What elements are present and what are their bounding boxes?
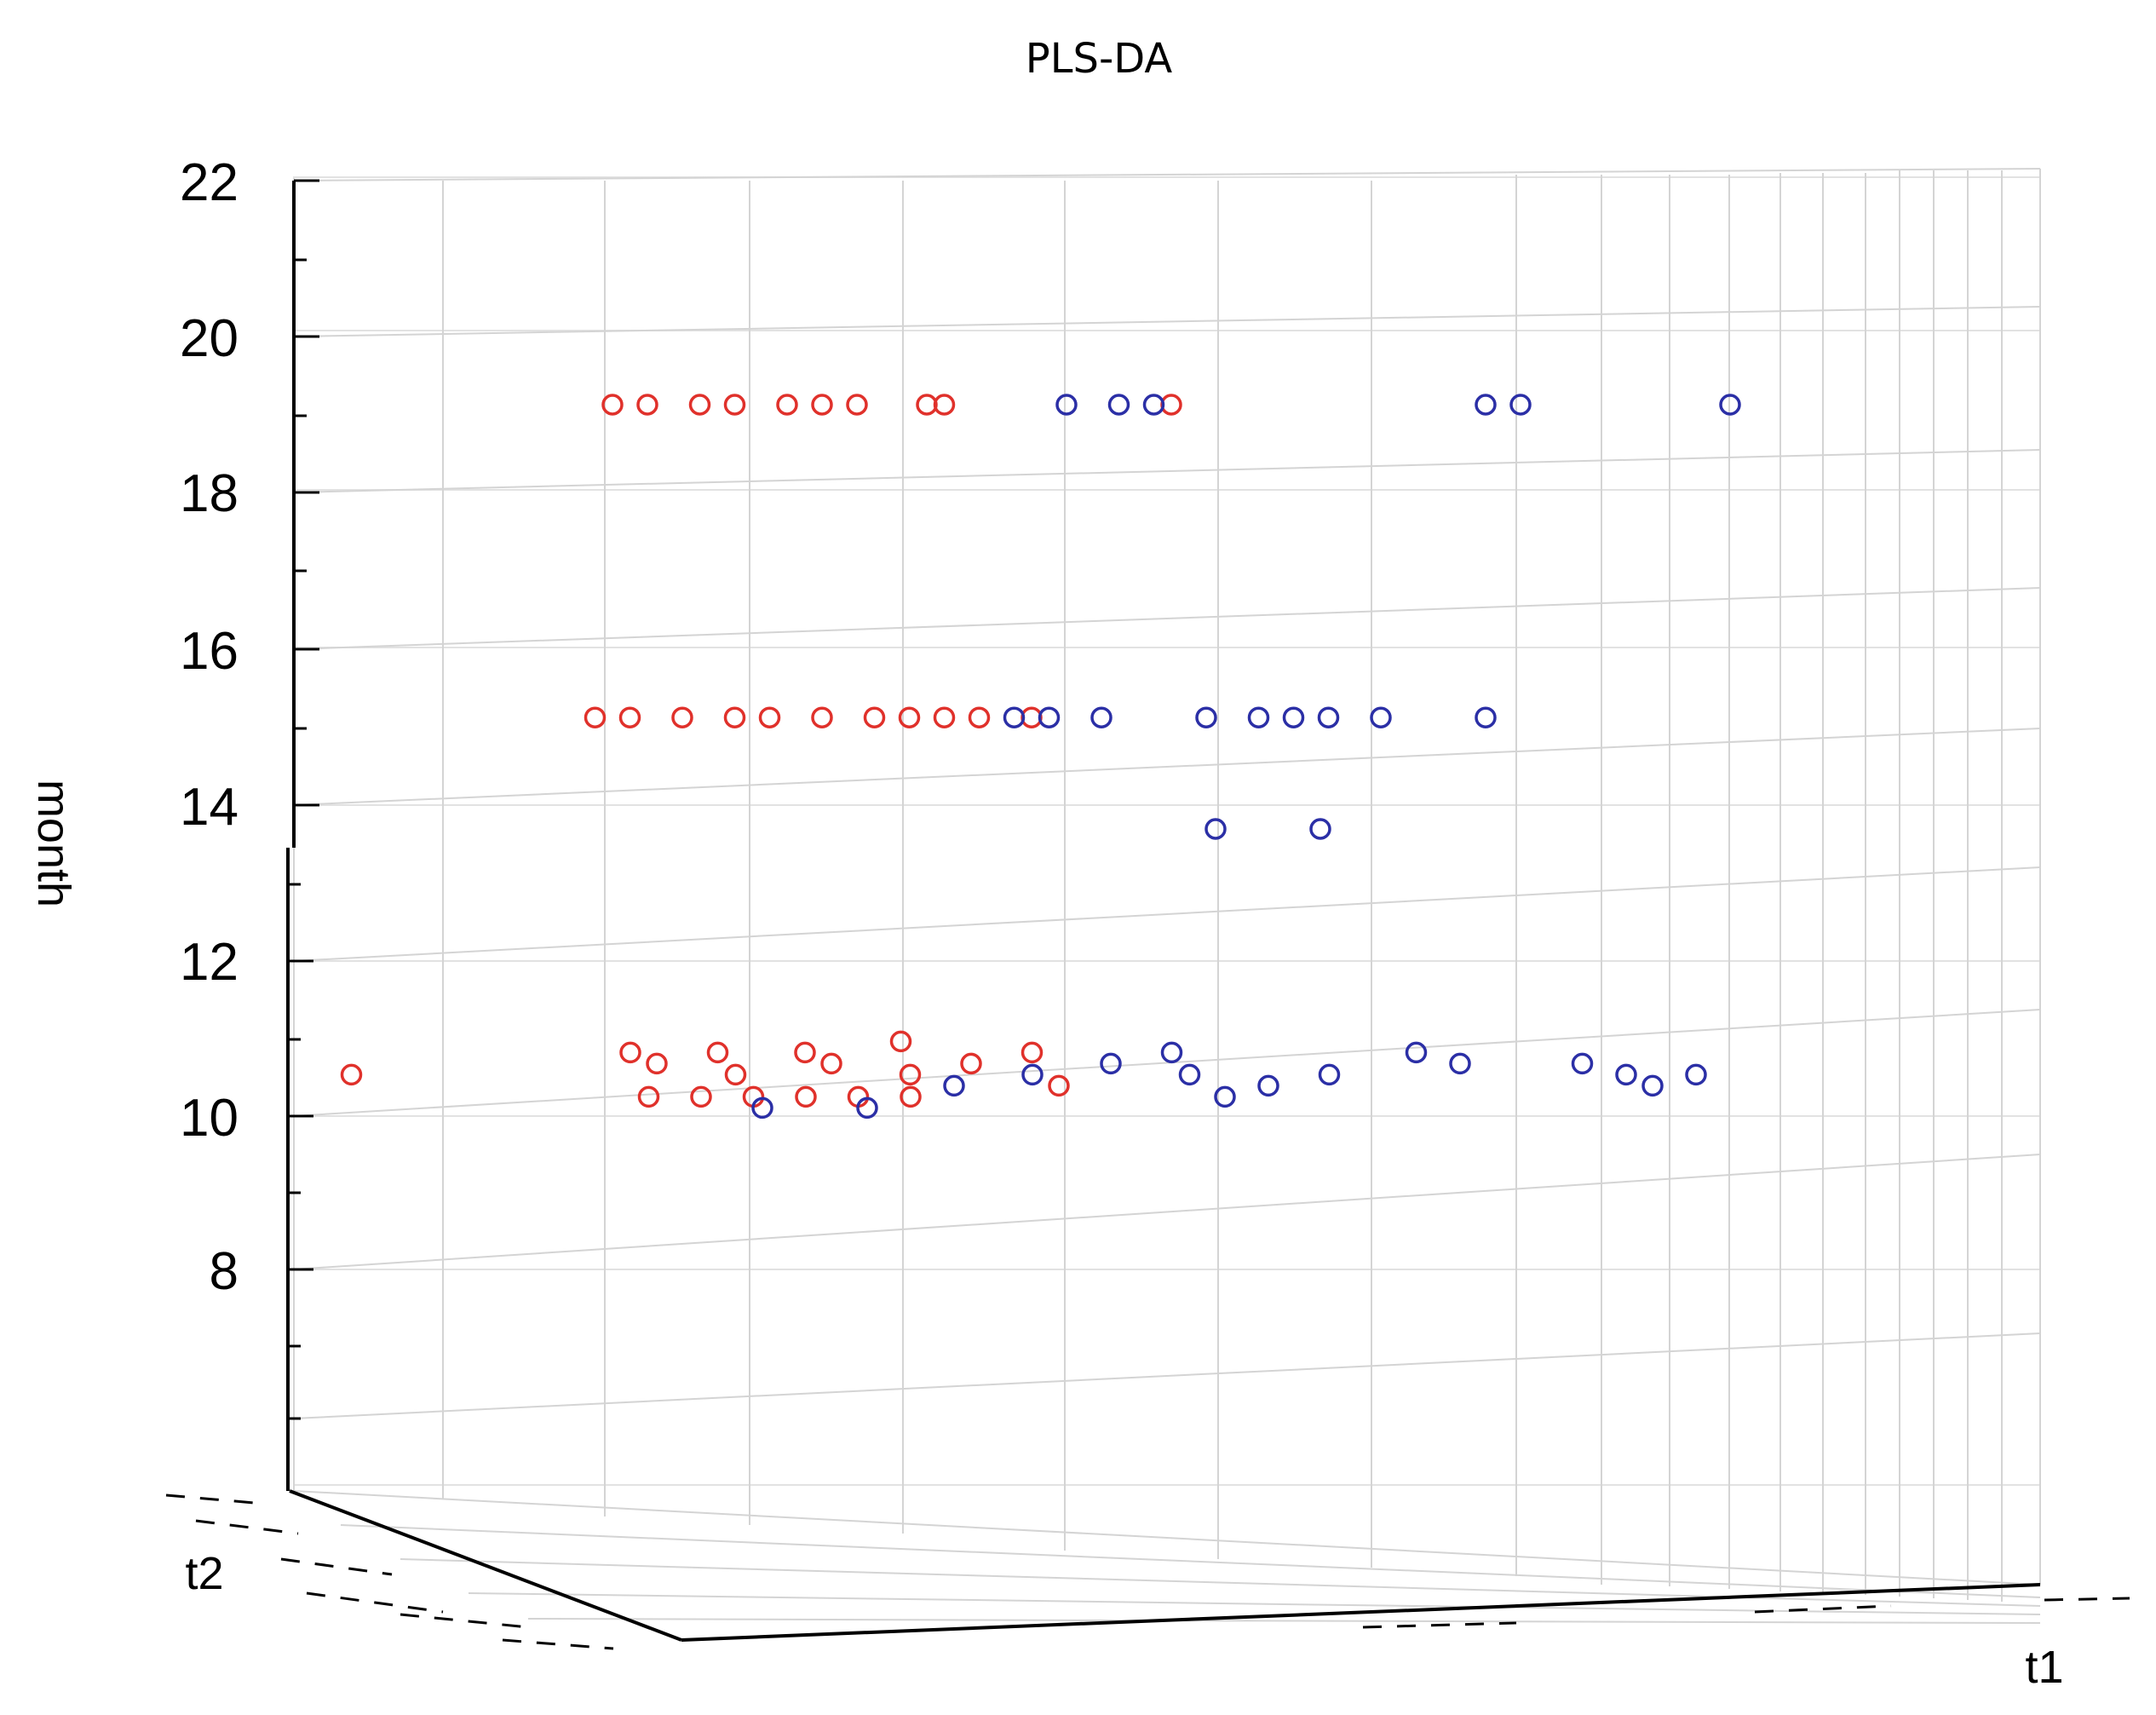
z-ticks xyxy=(288,179,319,1420)
data-point-series-1 xyxy=(646,1052,668,1075)
data-point-series-2 xyxy=(1449,1052,1471,1075)
data-point-series-1 xyxy=(889,1030,912,1053)
data-point-series-1 xyxy=(1021,706,1043,728)
data-point-series-1 xyxy=(900,1085,922,1108)
data-point-series-1 xyxy=(794,1041,816,1064)
depth-grid xyxy=(293,168,2041,1419)
data-point-series-1 xyxy=(636,394,658,416)
data-point-series-1 xyxy=(811,706,833,728)
data-point-series-1 xyxy=(618,706,641,728)
z-axis-label: month xyxy=(28,780,79,907)
z-tick-label: 20 xyxy=(180,309,239,368)
data-point-series-1 xyxy=(1048,1074,1070,1097)
data-point-series-1 xyxy=(690,1085,712,1108)
z-tick-label: 8 xyxy=(210,1242,239,1301)
data-point-series-2 xyxy=(943,1074,965,1097)
data-point-series-2 xyxy=(1038,706,1061,728)
data-point-series-2 xyxy=(1142,394,1165,416)
data-point-series-1 xyxy=(933,706,956,728)
data-point-series-2 xyxy=(1195,706,1217,728)
t1-axis-label: t1 xyxy=(2025,1642,2063,1693)
data-point-series-2 xyxy=(1317,706,1340,728)
z-tick-label: 14 xyxy=(180,778,239,837)
z-tick-label: 22 xyxy=(180,153,239,212)
data-point-series-2 xyxy=(751,1096,773,1119)
data-point-series-1 xyxy=(1021,1041,1044,1064)
data-point-series-1 xyxy=(899,1063,922,1086)
data-point-series-1 xyxy=(820,1052,842,1075)
data-point-series-1 xyxy=(795,1085,817,1108)
data-point-series-1 xyxy=(846,394,868,416)
data-point-series-2 xyxy=(1370,706,1392,728)
data-point-series-1 xyxy=(723,394,746,416)
data-point-series-1 xyxy=(601,394,624,416)
z-tick-labels: 22 20 18 16 14 12 10 8 xyxy=(180,153,239,1301)
data-point-series-1 xyxy=(724,1063,747,1086)
data-point-series-2 xyxy=(1475,394,1497,416)
back-wall-grid xyxy=(293,176,2041,1486)
z-tick-label: 18 xyxy=(180,464,239,523)
vertical-grid xyxy=(293,169,2041,1602)
data-point-series-2 xyxy=(1257,1074,1279,1097)
data-point-series-2 xyxy=(1641,1074,1664,1097)
data-point-series-1 xyxy=(811,394,833,416)
data-point-series-2 xyxy=(1247,706,1270,728)
data-point-series-2 xyxy=(1475,706,1497,728)
data-point-series-2 xyxy=(1309,818,1331,840)
data-point-series-2 xyxy=(1685,1063,1707,1086)
data-point-series-2 xyxy=(1003,706,1026,728)
data-point-series-1 xyxy=(619,1041,641,1064)
t2-axis-label: t2 xyxy=(185,1548,223,1599)
z-tick-label: 10 xyxy=(180,1089,239,1148)
data-point-series-2 xyxy=(1282,706,1305,728)
data-point-series-1 xyxy=(933,394,956,416)
chart-title: PLS-DA xyxy=(1026,35,1173,83)
data-point-series-1 xyxy=(723,706,746,728)
data-point-series-1 xyxy=(1160,394,1182,416)
scatter-points xyxy=(340,394,1741,1119)
data-point-series-2 xyxy=(1615,1063,1637,1086)
data-point-series-1 xyxy=(776,394,798,416)
data-point-series-2 xyxy=(1107,394,1130,416)
data-point-series-1 xyxy=(758,706,781,728)
data-point-series-1 xyxy=(688,394,711,416)
data-point-series-1 xyxy=(968,706,991,728)
data-point-series-2 xyxy=(1100,1052,1122,1075)
data-point-series-2 xyxy=(1178,1063,1201,1086)
data-point-series-1 xyxy=(706,1041,729,1064)
data-point-series-2 xyxy=(1719,394,1741,416)
z-tick-label: 12 xyxy=(180,933,239,992)
data-point-series-2 xyxy=(1318,1063,1341,1086)
data-point-series-2 xyxy=(1509,394,1532,416)
data-point-series-1 xyxy=(671,706,693,728)
data-point-series-2 xyxy=(1090,706,1112,728)
data-point-series-2 xyxy=(856,1096,878,1119)
data-point-series-2 xyxy=(1405,1041,1428,1064)
data-point-series-2 xyxy=(1021,1063,1044,1086)
floor-grid xyxy=(293,1490,2041,1624)
axes xyxy=(165,181,2130,1650)
data-point-series-1 xyxy=(637,1085,660,1108)
data-point-series-2 xyxy=(1055,394,1078,416)
data-point-series-1 xyxy=(584,706,607,728)
data-point-series-2 xyxy=(1204,818,1227,840)
t2-axis-line xyxy=(289,1489,682,1642)
data-point-series-1 xyxy=(898,706,921,728)
data-point-series-1 xyxy=(916,394,938,416)
z-tick-label: 16 xyxy=(180,622,239,681)
data-point-series-1 xyxy=(960,1052,982,1075)
data-point-series-1 xyxy=(863,706,886,728)
data-point-series-1 xyxy=(340,1063,363,1086)
data-point-series-2 xyxy=(1214,1085,1236,1108)
t1-axis-line xyxy=(681,1583,2041,1642)
data-point-series-2 xyxy=(1571,1052,1594,1075)
data-point-series-2 xyxy=(1160,1041,1183,1064)
